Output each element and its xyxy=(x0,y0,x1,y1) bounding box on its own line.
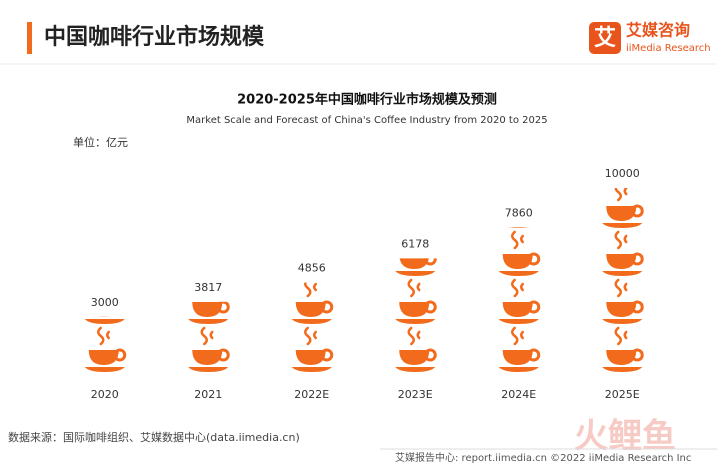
page-title: 中国咖啡行业市场规模 xyxy=(44,24,265,50)
logo-name: 艾媒咨询 xyxy=(626,21,690,40)
chart-subtitle: Market Scale and Forecast of China's Cof… xyxy=(186,115,547,126)
x-tick-label: 2021 xyxy=(194,388,222,401)
bar xyxy=(602,188,644,372)
unit-label: 单位：亿元 xyxy=(73,135,128,149)
title-bar xyxy=(27,22,32,54)
value-label: 10000 xyxy=(605,167,640,180)
logo-english: iiMedia Research xyxy=(626,43,711,54)
x-tick-label: 2025E xyxy=(605,388,640,401)
report: 艾媒报告中心: report.iimedia.cn ©2022 iiMedia … xyxy=(395,451,691,464)
chart-title: 2020-2025年中国咖啡行业市场规模及预测 xyxy=(237,92,497,108)
logo-icon-bg xyxy=(589,22,621,54)
x-tick-label: 2020 xyxy=(91,388,119,401)
source: 数据来源：国际咖啡组织、艾媒数据中心(data.iimedia.cn) xyxy=(8,430,300,444)
x-tick-label: 2023E xyxy=(398,388,433,401)
bar xyxy=(291,282,334,372)
value-label: 6178 xyxy=(401,237,429,250)
logo-icon: 艾 xyxy=(594,26,616,51)
bar xyxy=(498,227,541,372)
watermark: 火鲤鱼 xyxy=(574,417,676,457)
bar xyxy=(84,316,127,372)
x-tick-label: 2022E xyxy=(294,388,329,401)
x-tick-label: 2024E xyxy=(501,388,536,401)
bar xyxy=(188,301,230,372)
value-label: 3817 xyxy=(194,281,222,294)
bar xyxy=(395,258,437,372)
value-label: 7860 xyxy=(505,206,533,219)
value-label: 4856 xyxy=(298,262,326,275)
value-label: 3000 xyxy=(91,296,119,309)
